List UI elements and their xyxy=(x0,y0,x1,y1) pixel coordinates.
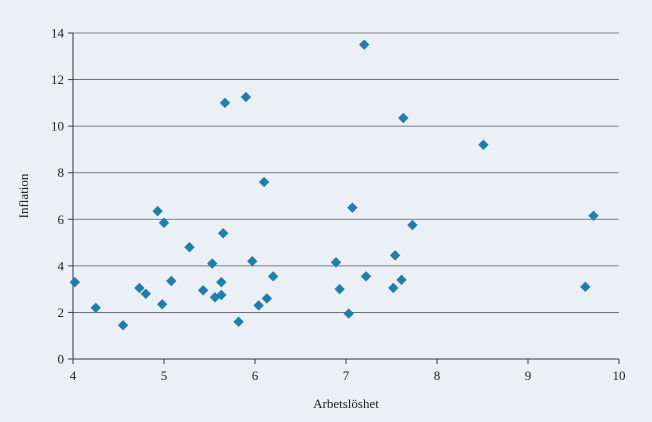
data-point xyxy=(90,302,101,313)
y-tick-label: 6 xyxy=(58,212,65,227)
y-tick-label: 2 xyxy=(58,305,65,320)
y-tick-label: 14 xyxy=(51,26,65,41)
data-point xyxy=(216,276,227,288)
gridlines xyxy=(73,32,619,313)
x-tick-label: 7 xyxy=(343,368,350,383)
data-point xyxy=(258,176,270,188)
data-point xyxy=(140,288,151,299)
y-tick-label: 12 xyxy=(51,72,64,87)
data-point xyxy=(233,316,244,327)
data-point xyxy=(240,91,252,103)
x-tick-label: 10 xyxy=(613,368,626,383)
data-point xyxy=(359,39,370,50)
data-point xyxy=(247,256,258,267)
x-tick-label: 9 xyxy=(525,368,532,383)
data-point xyxy=(152,205,163,217)
data-point xyxy=(156,299,168,310)
data-point xyxy=(389,250,401,261)
y-tick-label: 8 xyxy=(58,165,65,180)
data-point xyxy=(158,217,170,228)
y-tick-label: 0 xyxy=(58,352,65,367)
data-point xyxy=(398,112,409,124)
x-tick-label: 8 xyxy=(434,368,441,383)
data-points xyxy=(69,39,599,331)
data-point xyxy=(396,274,407,286)
data-point xyxy=(268,271,279,282)
axes: 0 2 4 6 8 10 12 14 4 5 6 7 8 9 10 xyxy=(51,26,626,384)
data-point xyxy=(360,271,372,282)
data-point xyxy=(219,97,231,109)
data-point xyxy=(261,293,273,304)
data-point xyxy=(588,210,599,221)
data-point xyxy=(134,282,145,294)
y-axis-label: Inflation xyxy=(16,173,31,218)
x-tick-label: 4 xyxy=(70,368,77,383)
data-point xyxy=(343,308,354,319)
data-point xyxy=(334,283,345,295)
data-point xyxy=(253,300,264,311)
data-point xyxy=(580,281,591,293)
data-point xyxy=(388,282,399,294)
x-tick-label: 6 xyxy=(252,368,259,383)
x-axis-label: Arbetslöshet xyxy=(313,396,379,411)
y-tick-label: 10 xyxy=(51,119,64,134)
data-point xyxy=(217,228,229,239)
data-point xyxy=(184,242,195,253)
data-point xyxy=(216,289,227,301)
data-point xyxy=(166,275,177,287)
data-point xyxy=(69,276,81,288)
data-point xyxy=(407,219,418,231)
data-point xyxy=(207,258,218,269)
data-point xyxy=(117,320,129,331)
data-point xyxy=(197,285,209,296)
y-tick-label: 4 xyxy=(58,258,65,273)
data-point xyxy=(330,257,342,268)
data-point xyxy=(478,139,489,150)
data-point xyxy=(347,202,358,213)
x-tick-label: 5 xyxy=(161,368,168,383)
